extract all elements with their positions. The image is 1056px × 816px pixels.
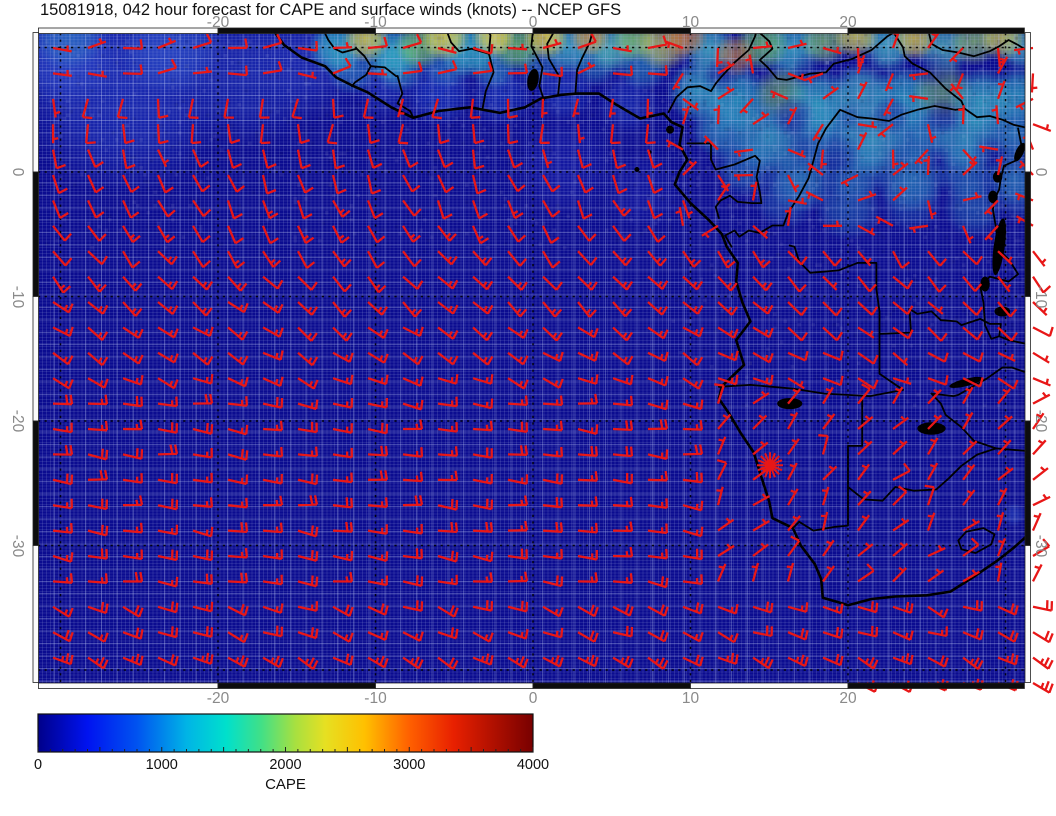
- map-line: [546, 29, 561, 96]
- frame-top-segment: [847, 27, 1025, 34]
- axis-label-bottom--20: -20: [206, 690, 230, 707]
- frame-top-segment: [38, 27, 219, 34]
- colorbar-label-4000: 4000: [516, 757, 550, 773]
- colorbar-label-3000: 3000: [393, 757, 426, 773]
- lake-volta: [527, 68, 539, 91]
- lake-kariba: [949, 376, 983, 388]
- map-line: [530, 29, 545, 101]
- frame-left-segment: [32, 296, 39, 422]
- cape-field-canvas: [38, 33, 1025, 683]
- axis-label-top-0: 0: [528, 14, 538, 31]
- frame-left-segment: [32, 420, 39, 546]
- map-line: [724, 105, 966, 248]
- map-line: [957, 527, 996, 554]
- colorbar-gradient: [37, 713, 534, 753]
- axis-label-right--20: -20: [1032, 409, 1049, 433]
- map-line: [930, 392, 997, 450]
- frame-left-segment: [32, 32, 39, 173]
- map-line: [792, 398, 864, 532]
- axis-label-top-10: 10: [681, 14, 700, 31]
- frame-bottom-segment: [217, 682, 376, 689]
- map-line: [963, 107, 1026, 129]
- frame-left-segment: [32, 545, 39, 683]
- map-line: [396, 75, 415, 119]
- frame-bottom-segment: [847, 682, 1025, 689]
- axis-label-right--10: -10: [1032, 285, 1049, 308]
- lake-edward: [992, 171, 1003, 183]
- frame-top-segment: [217, 27, 376, 34]
- wind-barbs: [51, 29, 1054, 694]
- map-line: [755, 29, 895, 81]
- map-line: [271, 28, 1029, 607]
- frame-right-segment: [1024, 296, 1031, 422]
- map-line: [481, 29, 495, 110]
- lake-albert: [1014, 142, 1026, 162]
- makgadikgadi-pan: [917, 422, 946, 435]
- axis-label-left--20: -20: [9, 409, 26, 433]
- frame-right-segment: [1024, 420, 1031, 546]
- frame-bottom-segment: [690, 682, 849, 689]
- axis-label-bottom-0: 0: [528, 690, 538, 707]
- axis-label-bottom-20: 20: [839, 690, 857, 707]
- frame-left-segment: [32, 171, 39, 297]
- axis-label-left--10: -10: [9, 285, 26, 308]
- sao-tome: [634, 167, 640, 173]
- colorbar-label-1000: 1000: [145, 757, 178, 773]
- map-line: [927, 29, 1027, 58]
- colorbar-label-2000: 2000: [269, 757, 302, 773]
- map-line: [847, 447, 1027, 502]
- barb-cluster-star: [757, 452, 783, 479]
- map-line: [998, 335, 1027, 345]
- frame-top-segment: [375, 27, 534, 34]
- frame-bottom-segment: [532, 682, 691, 689]
- frame-bottom-segment: [375, 682, 534, 689]
- axis-label-top--20: -20: [206, 14, 230, 31]
- map-line: [667, 29, 758, 114]
- axis-label-top-20: 20: [839, 14, 857, 31]
- frame-right-segment: [1024, 171, 1031, 297]
- frame-right-segment: [1024, 32, 1031, 173]
- map-line: [930, 366, 1027, 398]
- lake-kivu: [988, 190, 998, 204]
- lake-tanganyika: [992, 218, 1006, 276]
- axis-label-top--10: -10: [364, 14, 387, 31]
- lake-bangweulu: [994, 306, 1011, 317]
- frame-bottom-segment: [38, 682, 219, 689]
- axis-label-bottom--10: -10: [364, 690, 387, 707]
- lake-mweru: [980, 276, 990, 292]
- map-line: [322, 29, 372, 87]
- map-line: [686, 142, 763, 220]
- map-line: [718, 332, 904, 398]
- colorbar-label-0: 0: [33, 757, 43, 773]
- frame-top-segment: [532, 27, 691, 34]
- axis-label-bottom-10: 10: [681, 690, 700, 707]
- map-line: [369, 65, 399, 77]
- etosha-pan: [777, 397, 803, 410]
- frame-top-segment: [690, 27, 849, 34]
- map-line: [788, 227, 1019, 340]
- frame-right-segment: [1024, 545, 1031, 683]
- axis-label-right--30: -30: [1032, 534, 1049, 557]
- axis-label-left-0: 0: [9, 167, 26, 177]
- map-line: [892, 31, 966, 110]
- axis-label-left--30: -30: [9, 534, 26, 557]
- bioko: [666, 125, 675, 134]
- map-line: [574, 29, 594, 94]
- axis-label-right-0: 0: [1032, 167, 1049, 177]
- colorbar-title: CAPE: [265, 776, 306, 793]
- page-title: 15081918, 042 hour forecast for CAPE and…: [40, 1, 622, 19]
